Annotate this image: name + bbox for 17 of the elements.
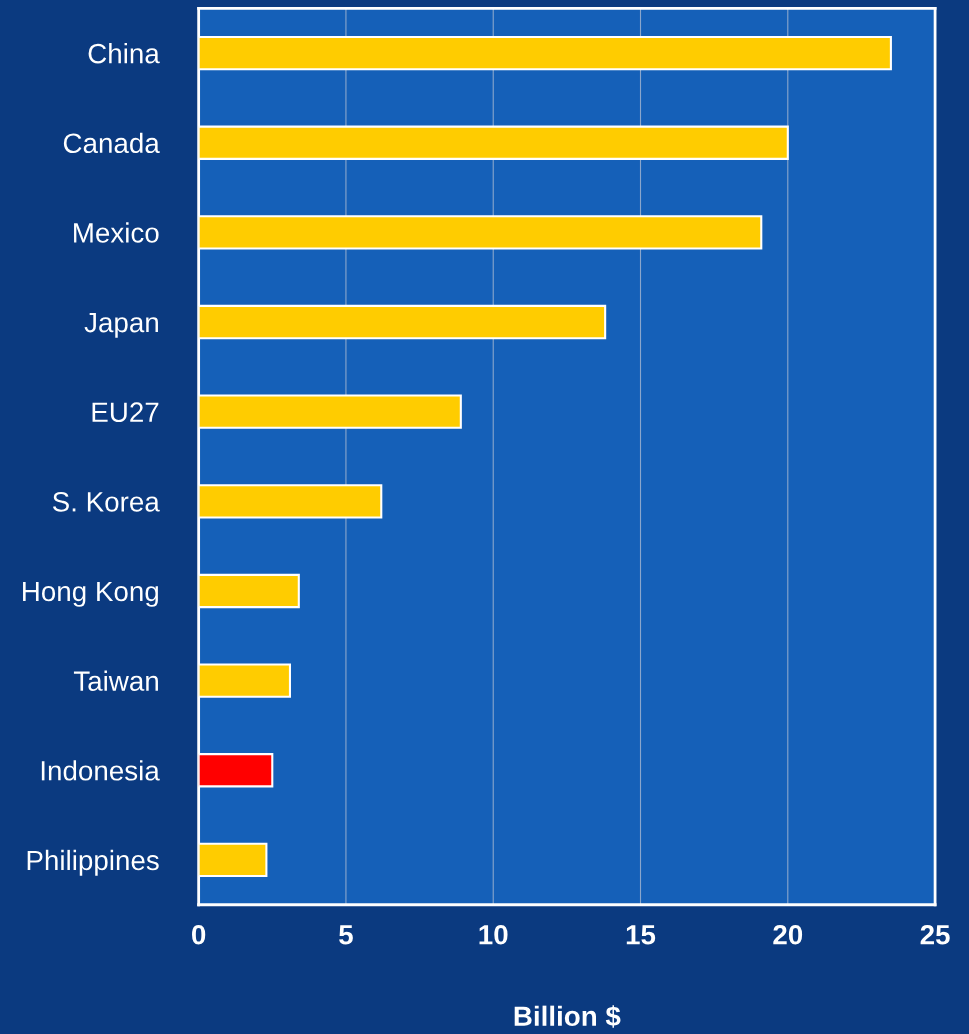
x-tick-label: 25 [920, 924, 950, 945]
y-tick-label: Philippines [27, 849, 159, 876]
y-tick-label: Indonesia [41, 760, 160, 781]
x-tick-label: 20 [773, 924, 803, 945]
x-tick-label: 10 [479, 924, 508, 945]
y-tick-label: Mexico [74, 222, 159, 243]
x-tick-label: 15 [626, 925, 656, 945]
y-tick-label: Taiwan [73, 670, 158, 691]
x-tick-label: 5 [339, 925, 353, 945]
x-tick-label: 0 [192, 924, 206, 945]
y-tick-label: Japan [84, 312, 158, 338]
y-tick-label: Canada [63, 132, 160, 154]
y-tick-label: S. Korea [52, 492, 160, 512]
y-tick-label: Hong Kong [23, 581, 158, 607]
x-axis-title: Billion $ [514, 1005, 621, 1028]
y-tick-label: China [88, 43, 160, 64]
y-tick-label: EU27 [92, 402, 159, 423]
